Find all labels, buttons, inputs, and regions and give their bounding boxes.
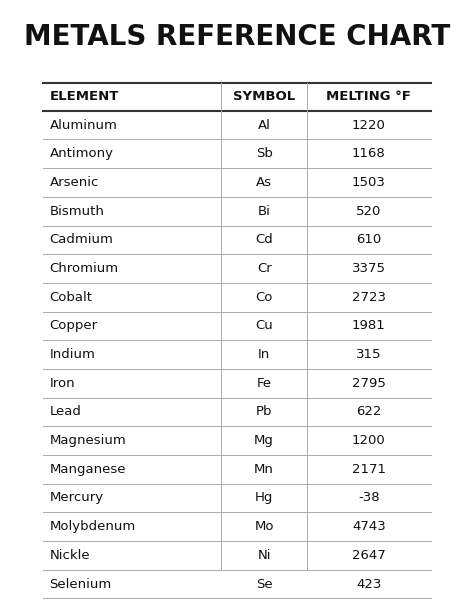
Text: Fe: Fe (256, 377, 272, 390)
Text: Sb: Sb (255, 148, 273, 160)
Text: Molybdenum: Molybdenum (49, 520, 136, 533)
Text: 423: 423 (356, 577, 382, 591)
Text: 1981: 1981 (352, 319, 386, 333)
Text: 520: 520 (356, 205, 382, 218)
Text: -38: -38 (358, 492, 380, 504)
Text: 315: 315 (356, 348, 382, 361)
Text: Antimony: Antimony (49, 148, 113, 160)
Text: As: As (256, 176, 272, 189)
Text: 4743: 4743 (352, 520, 386, 533)
Text: In: In (258, 348, 270, 361)
Text: 622: 622 (356, 405, 382, 418)
Text: Aluminum: Aluminum (49, 118, 117, 132)
Text: Mn: Mn (254, 463, 274, 476)
Text: Al: Al (258, 118, 271, 132)
Text: Cobalt: Cobalt (49, 291, 92, 304)
Text: Bi: Bi (258, 205, 271, 218)
Text: Iron: Iron (49, 377, 75, 390)
Text: Indium: Indium (49, 348, 95, 361)
Text: Manganese: Manganese (49, 463, 126, 476)
Text: SYMBOL: SYMBOL (233, 90, 295, 103)
Text: Cadmium: Cadmium (49, 233, 113, 246)
Text: 1168: 1168 (352, 148, 386, 160)
Text: Cr: Cr (257, 262, 272, 275)
Text: Cd: Cd (255, 233, 273, 246)
Text: Pb: Pb (256, 405, 273, 418)
Text: Bismuth: Bismuth (49, 205, 104, 218)
Text: Chromium: Chromium (49, 262, 118, 275)
Text: 1200: 1200 (352, 434, 386, 447)
Text: Mercury: Mercury (49, 492, 103, 504)
Text: Mg: Mg (254, 434, 274, 447)
Text: 610: 610 (356, 233, 382, 246)
Text: 3375: 3375 (352, 262, 386, 275)
Text: Mo: Mo (255, 520, 274, 533)
Text: Selenium: Selenium (49, 577, 112, 591)
Text: Arsenic: Arsenic (49, 176, 99, 189)
Text: Co: Co (255, 291, 273, 304)
Text: 2171: 2171 (352, 463, 386, 476)
Text: Lead: Lead (49, 405, 81, 418)
Text: Nickle: Nickle (49, 549, 90, 562)
Text: 2647: 2647 (352, 549, 386, 562)
Text: 1220: 1220 (352, 118, 386, 132)
Text: Magnesium: Magnesium (49, 434, 126, 447)
Text: Se: Se (256, 577, 273, 591)
Text: 2795: 2795 (352, 377, 386, 390)
Text: ELEMENT: ELEMENT (49, 90, 119, 103)
Text: 1503: 1503 (352, 176, 386, 189)
Text: MELTING °F: MELTING °F (326, 90, 411, 103)
Text: Ni: Ni (257, 549, 271, 562)
Text: Hg: Hg (255, 492, 273, 504)
Text: 2723: 2723 (352, 291, 386, 304)
Text: METALS REFERENCE CHART: METALS REFERENCE CHART (24, 22, 450, 50)
Text: Copper: Copper (49, 319, 98, 333)
Text: Cu: Cu (255, 319, 273, 333)
